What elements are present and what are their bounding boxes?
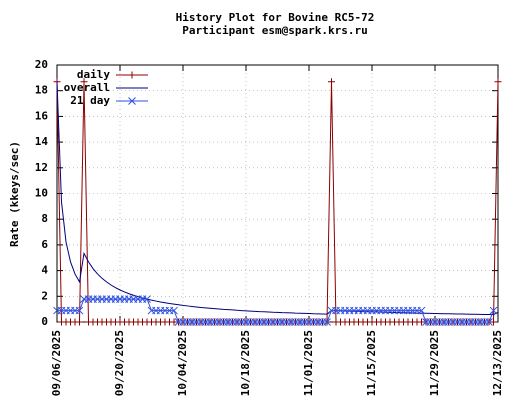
point-marker bbox=[417, 306, 426, 315]
y-tick-label: 4 bbox=[41, 264, 48, 277]
y-tick-label: 18 bbox=[35, 84, 48, 97]
y-tick-label: 10 bbox=[35, 187, 48, 200]
x-tick-label: 11/01/2025 bbox=[302, 330, 315, 396]
x-tick-label: 10/18/2025 bbox=[239, 330, 252, 396]
point-marker bbox=[489, 306, 498, 315]
point-marker bbox=[128, 71, 136, 79]
legend-label: daily bbox=[77, 68, 110, 81]
x-tick-label: 11/15/2025 bbox=[365, 330, 378, 396]
point-marker bbox=[328, 78, 335, 86]
y-tick-label: 20 bbox=[35, 58, 48, 71]
series-line bbox=[56, 81, 499, 323]
point-marker bbox=[485, 318, 493, 326]
point-marker bbox=[128, 97, 136, 105]
x-tick-label: 10/04/2025 bbox=[176, 330, 189, 396]
x-tick-label: 11/29/2025 bbox=[428, 330, 441, 396]
point-marker bbox=[323, 318, 331, 326]
point-marker bbox=[494, 78, 502, 86]
point-marker bbox=[76, 318, 83, 326]
x-tick-label: 12/13/2025 bbox=[491, 330, 504, 396]
y-tick-label: 2 bbox=[41, 289, 48, 302]
y-axis-label: Rate (kkeys/sec) bbox=[8, 141, 21, 247]
x-tick-label: 09/06/2025 bbox=[50, 330, 63, 396]
y-tick-label: 14 bbox=[35, 135, 49, 148]
y-tick-label: 8 bbox=[41, 212, 48, 225]
chart-subtitle: Participant esm@spark.krs.ru bbox=[182, 24, 367, 37]
point-marker bbox=[170, 306, 178, 315]
chart-title: History Plot for Bovine RC5-72 bbox=[176, 11, 375, 24]
point-marker bbox=[143, 295, 151, 303]
point-marker bbox=[75, 306, 84, 315]
y-tick-label: 12 bbox=[35, 161, 48, 174]
y-tick-label: 16 bbox=[35, 109, 49, 122]
x-tick-label: 09/20/2025 bbox=[113, 330, 126, 396]
legend-label: overall bbox=[64, 81, 110, 94]
y-tick-label: 6 bbox=[41, 238, 48, 251]
point-marker bbox=[490, 318, 497, 326]
legend-label: 21 day bbox=[70, 94, 110, 107]
y-tick-label: 0 bbox=[41, 315, 48, 328]
point-marker bbox=[80, 78, 88, 86]
series-line bbox=[57, 298, 494, 323]
